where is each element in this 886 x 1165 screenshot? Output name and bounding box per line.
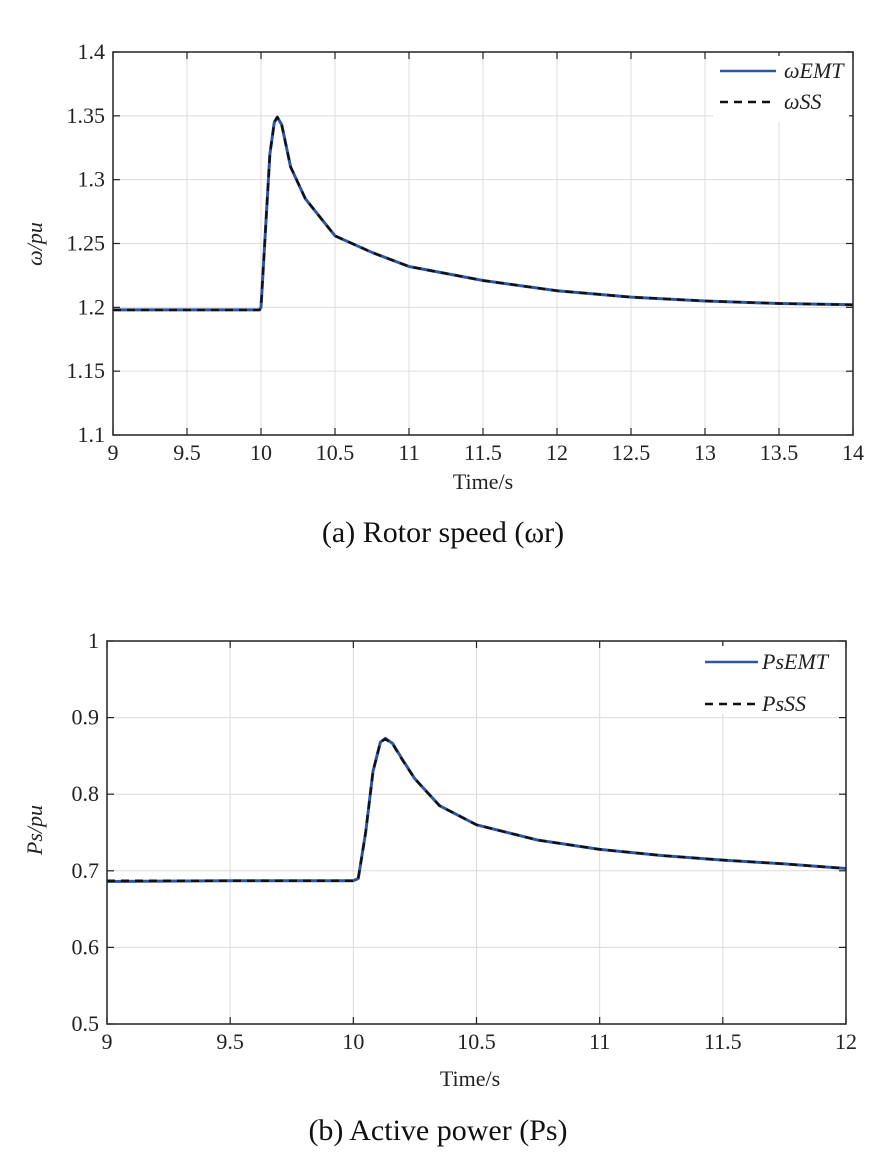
- y-tick-label: 1.35: [67, 103, 106, 128]
- y-tick-label: 1.4: [78, 39, 106, 64]
- chart-caption: (a) Rotor speed (ωr): [322, 516, 564, 549]
- legend-box: [713, 56, 849, 122]
- tick-labels: 9 9.5 10 10.5 11 11.5 12 12.5 13 13.5 14 1.1 1.15 1.2…: [67, 39, 865, 465]
- y-tick-label: 1.25: [67, 231, 106, 256]
- series-group: [113, 115, 854, 312]
- y-axis-title: Ps/pu: [22, 805, 47, 856]
- tick-marks: [112, 51, 854, 436]
- x-tick-label: 9: [102, 1029, 113, 1054]
- y-tick-label: 0.7: [72, 858, 100, 883]
- active-power-chart: 9 9.5 10 10.5 11 11.5 12 0.5 0.6 0.7 0.8 0.9 1 Time/…: [22, 628, 857, 1147]
- legend-box: [700, 646, 840, 714]
- tick-marks: [106, 640, 847, 1025]
- y-tick-label: 0.8: [72, 781, 100, 806]
- x-tick-label: 12: [546, 440, 568, 465]
- y-tick-label: 0.9: [72, 705, 100, 730]
- y-tick-label: 1: [88, 628, 99, 653]
- y-tick-label: 1.2: [78, 294, 106, 319]
- x-tick-label: 10: [342, 1029, 364, 1054]
- tick-labels: 9 9.5 10 10.5 11 11.5 12 0.5 0.6 0.7 0.8 0.9 1: [72, 628, 858, 1054]
- x-tick-label: 14: [842, 440, 864, 465]
- legend: ωEMT ωSS: [713, 56, 849, 122]
- rotor-speed-chart: 9 9.5 10 10.5 11 11.5 12 12.5 13 13.5 14 1.1 1.15 1.2…: [22, 39, 864, 549]
- x-axis-title: Time/s: [453, 469, 513, 494]
- legend-label-ss: ωSS: [784, 89, 822, 114]
- x-tick-label: 9.5: [216, 1029, 244, 1054]
- series-line-ss: [113, 115, 854, 312]
- chart-caption: (b) Active power (Ps): [308, 1114, 567, 1147]
- y-tick-label: 1.15: [67, 358, 106, 383]
- y-tick-label: 0.5: [72, 1011, 100, 1036]
- x-tick-label: 10.5: [457, 1029, 496, 1054]
- x-axis-title: Time/s: [440, 1066, 500, 1091]
- x-tick-label: 11: [589, 1029, 610, 1054]
- x-tick-label: 9.5: [173, 440, 201, 465]
- legend-label-emt: PsEMT: [761, 649, 830, 674]
- y-axis-title: ω/pu: [22, 222, 47, 266]
- series-group: [106, 736, 847, 884]
- y-tick-label: 1.1: [78, 422, 106, 447]
- x-tick-label: 10: [250, 440, 272, 465]
- x-tick-label: 13: [694, 440, 716, 465]
- x-tick-label: 11: [398, 440, 419, 465]
- x-tick-label: 9: [108, 440, 119, 465]
- y-tick-label: 1.3: [78, 167, 106, 192]
- legend-label-ss: PsSS: [761, 691, 806, 716]
- x-tick-label: 13.5: [760, 440, 799, 465]
- legend-label-emt: ωEMT: [784, 58, 845, 83]
- x-tick-label: 11.5: [464, 440, 502, 465]
- x-tick-label: 11.5: [704, 1029, 742, 1054]
- x-tick-label: 12.5: [612, 440, 651, 465]
- series-line-ss: [107, 737, 847, 882]
- y-tick-label: 0.6: [72, 934, 100, 959]
- x-tick-label: 10.5: [316, 440, 355, 465]
- x-tick-label: 12: [835, 1029, 857, 1054]
- legend: PsEMT PsSS: [700, 646, 840, 716]
